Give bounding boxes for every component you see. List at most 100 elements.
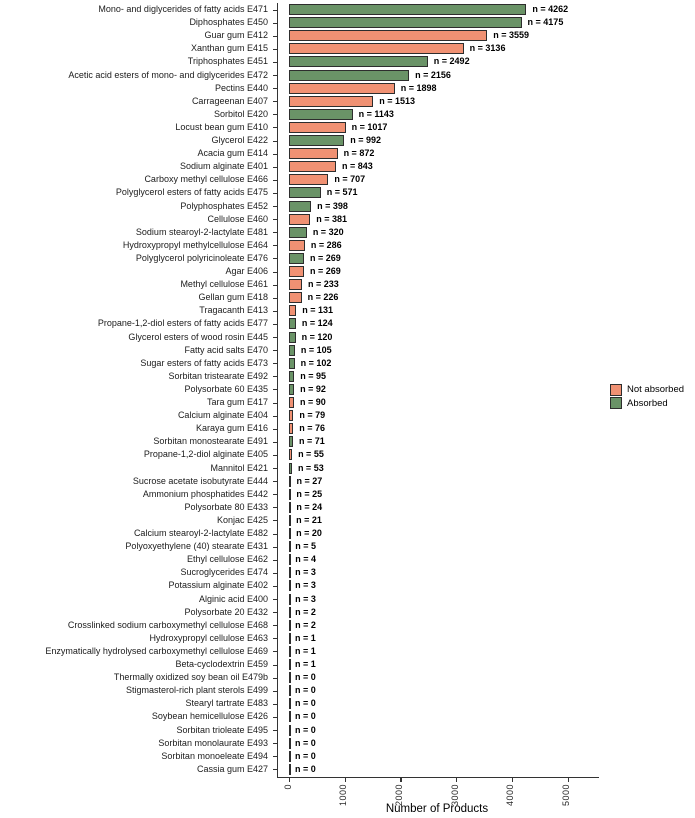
value-label: n = 92	[300, 383, 326, 394]
bar	[289, 501, 291, 513]
category-label: Potassium alginate E402	[168, 580, 268, 591]
value-label: n = 269	[309, 252, 341, 263]
value-label: n = 320	[312, 226, 344, 237]
category-label: Sorbitan monostearate E491	[153, 436, 268, 447]
y-tick	[273, 546, 278, 548]
category-label: Gellan gum E418	[198, 292, 268, 303]
category-label: Pectins E440	[214, 82, 268, 93]
category-label: Calcium stearoyl-2-lactylate E482	[133, 528, 268, 539]
bar	[289, 410, 294, 422]
bar	[289, 56, 428, 68]
category-label: Acetic acid esters of mono- and diglycer…	[68, 69, 268, 80]
y-tick	[273, 206, 278, 208]
y-axis-line	[277, 3, 279, 777]
bar	[289, 672, 291, 684]
category-label: Sorbitol E420	[213, 108, 268, 119]
y-tick	[273, 625, 278, 627]
value-label: n = 381	[316, 213, 347, 224]
category-label: Sucrose acetate isobutyrate E444	[132, 475, 268, 486]
bar	[289, 17, 522, 29]
y-tick	[273, 599, 278, 601]
y-tick	[273, 284, 278, 286]
value-label: n = 843	[341, 161, 373, 172]
y-tick	[273, 363, 278, 365]
bar	[289, 645, 291, 657]
y-tick	[273, 271, 278, 273]
bar	[289, 711, 291, 723]
category-label: Carboxy methyl cellulose E466	[144, 174, 268, 185]
category-label: Polysorbate 20 E432	[184, 606, 268, 617]
y-tick	[273, 153, 278, 155]
value-label: n = 3	[295, 567, 316, 578]
y-tick	[273, 219, 278, 221]
category-label: Ammonium phosphatides E442	[142, 488, 268, 499]
category-label: Sodium alginate E401	[179, 161, 268, 172]
value-label: n = 0	[295, 685, 316, 696]
bar	[289, 69, 410, 81]
value-label: n = 3	[295, 580, 316, 591]
bar	[289, 43, 464, 55]
y-tick	[273, 743, 278, 745]
x-tick-label: 0	[282, 784, 293, 790]
bar	[289, 619, 291, 631]
bar	[289, 213, 311, 225]
value-label: n = 95	[300, 370, 327, 381]
legend-label: Absorbed	[627, 397, 668, 409]
category-label: Enzymatically hydrolysed carboxymethyl c…	[45, 645, 268, 656]
category-label: Alginic acid E400	[198, 593, 268, 604]
bar	[289, 305, 297, 317]
value-label: n = 0	[295, 672, 316, 683]
value-label: n = 269	[309, 266, 341, 277]
y-tick	[273, 22, 278, 24]
category-label: Acacia gum E414	[197, 148, 268, 159]
bar	[289, 567, 291, 579]
category-label: Polysorbate 80 E433	[184, 501, 268, 512]
legend-swatch-absorbed-icon	[610, 397, 622, 410]
bar	[289, 331, 296, 343]
bar	[289, 148, 338, 160]
value-label: n = 124	[301, 318, 333, 329]
bar	[289, 449, 293, 461]
y-tick	[273, 389, 278, 391]
bar	[289, 685, 291, 697]
x-tick	[456, 778, 458, 782]
category-label: Glycerol E422	[211, 135, 268, 146]
value-label: n = 120	[301, 331, 333, 342]
category-label: Polyphosphates E452	[180, 200, 268, 211]
value-label: n = 4	[295, 554, 316, 565]
value-label: n = 3136	[469, 43, 506, 54]
bar	[289, 370, 295, 382]
y-tick	[273, 88, 278, 90]
bar	[289, 266, 304, 278]
y-tick	[273, 245, 278, 247]
value-label: n = 131	[302, 305, 334, 316]
y-tick	[273, 612, 278, 614]
value-label: n = 4262	[532, 4, 569, 15]
value-label: n = 102	[300, 357, 332, 368]
category-label: Mono- and diglycerides of fatty acids E4…	[98, 4, 268, 15]
bar	[289, 528, 291, 540]
y-tick	[273, 716, 278, 718]
x-tick	[344, 778, 346, 782]
y-tick	[273, 75, 278, 77]
bar	[289, 750, 291, 762]
bar	[289, 593, 291, 605]
bar	[289, 554, 291, 566]
legend-label: Not absorbed	[627, 384, 685, 396]
value-label: n = 76	[299, 423, 325, 434]
y-tick	[273, 441, 278, 443]
bar	[289, 318, 296, 330]
value-label: n = 1	[295, 645, 316, 656]
category-label: Mannitol E421	[210, 462, 268, 473]
category-label: Sorbitan tristearate E492	[168, 370, 268, 381]
bar	[289, 357, 295, 369]
bar	[289, 135, 345, 147]
y-tick	[273, 101, 278, 103]
bar	[289, 541, 291, 553]
category-label: Hydroxypropyl methylcellulose E464	[122, 239, 268, 250]
y-tick	[273, 677, 278, 679]
value-label: n = 3559	[493, 30, 530, 41]
bar	[289, 606, 291, 618]
bar	[289, 514, 291, 526]
